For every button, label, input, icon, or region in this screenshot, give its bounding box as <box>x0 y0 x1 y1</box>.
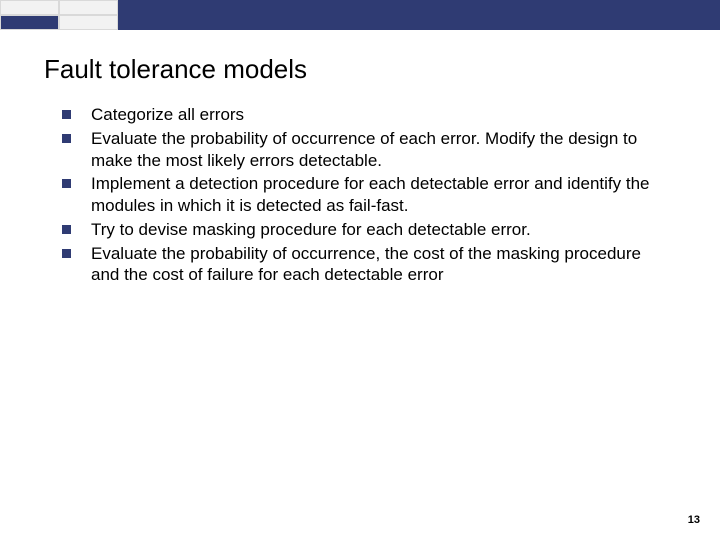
square-bullet-icon <box>62 249 71 258</box>
list-item-text: Implement a detection procedure for each… <box>91 173 668 217</box>
header-cell <box>0 0 59 15</box>
header-cell-accent <box>0 15 59 30</box>
list-item-text: Categorize all errors <box>91 104 244 126</box>
list-item: Implement a detection procedure for each… <box>62 173 668 217</box>
page-number: 13 <box>688 514 700 526</box>
header-cell <box>59 15 118 30</box>
square-bullet-icon <box>62 225 71 234</box>
list-item: Categorize all errors <box>62 104 668 126</box>
list-item-text: Evaluate the probability of occurrence, … <box>91 243 668 287</box>
list-item: Evaluate the probability of occurrence, … <box>62 243 668 287</box>
bullet-list: Categorize all errors Evaluate the proba… <box>62 104 668 288</box>
square-bullet-icon <box>62 134 71 143</box>
square-bullet-icon <box>62 110 71 119</box>
header-stripe <box>118 0 720 30</box>
list-item-text: Evaluate the probability of occurrence o… <box>91 128 668 172</box>
header-decor-grid <box>0 0 118 30</box>
list-item: Evaluate the probability of occurrence o… <box>62 128 668 172</box>
page-title: Fault tolerance models <box>44 54 307 85</box>
header-bar <box>0 0 720 30</box>
list-item: Try to devise masking procedure for each… <box>62 219 668 241</box>
list-item-text: Try to devise masking procedure for each… <box>91 219 531 241</box>
header-cell <box>59 0 118 15</box>
square-bullet-icon <box>62 179 71 188</box>
